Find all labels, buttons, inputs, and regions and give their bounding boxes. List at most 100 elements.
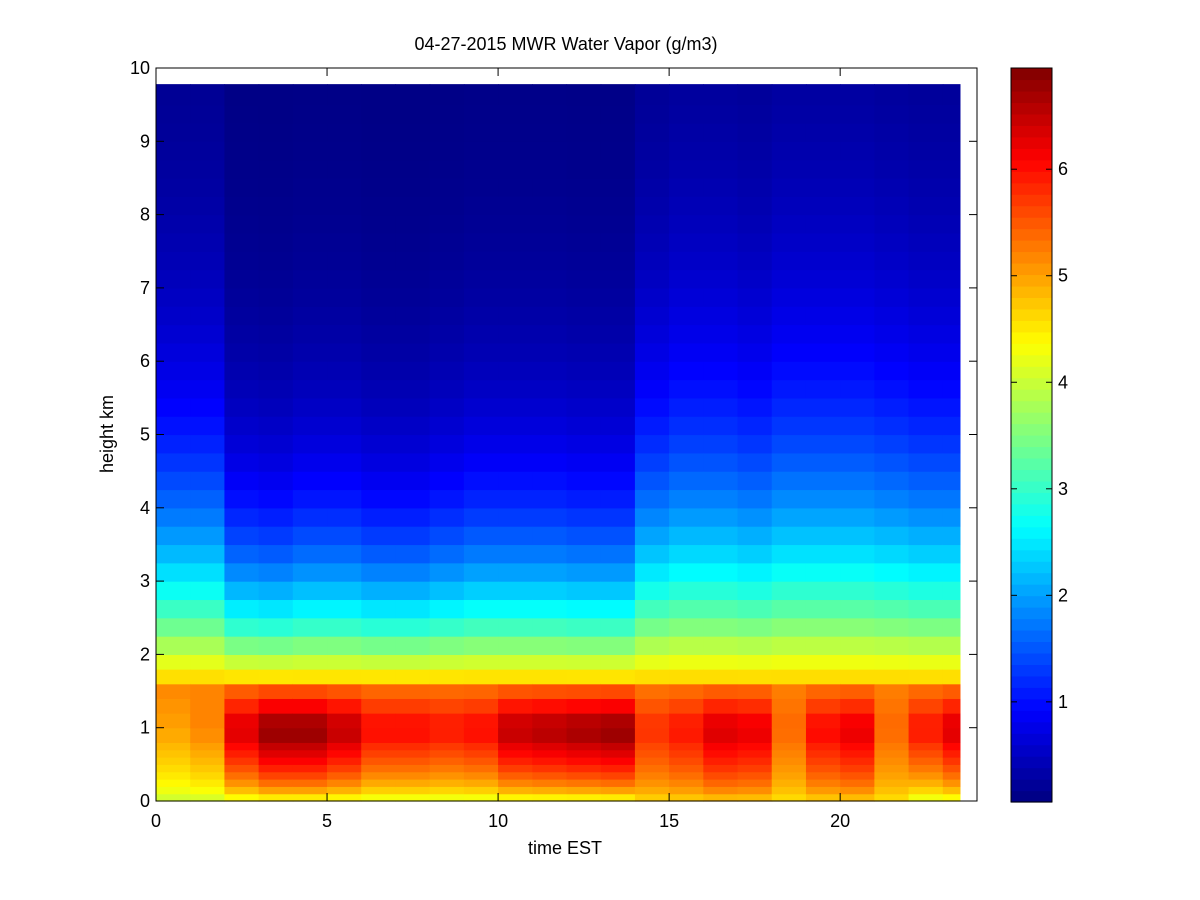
colorbar-tick-label: 5	[1058, 266, 1068, 286]
heatmap-cell	[463, 251, 499, 271]
heatmap-cell	[463, 306, 499, 326]
heatmap-cell	[156, 104, 191, 124]
colorbar-segment	[1011, 79, 1052, 92]
heatmap-cell	[908, 749, 944, 758]
heatmap-cell	[942, 269, 961, 289]
heatmap-cell	[942, 489, 961, 509]
heatmap-cell	[292, 654, 328, 670]
heatmap-cell	[669, 562, 704, 582]
heatmap-cell	[156, 361, 191, 381]
heatmap-cell	[429, 683, 465, 699]
heatmap-cell	[874, 416, 910, 436]
heatmap-cell	[634, 342, 670, 362]
heatmap-cell	[224, 581, 260, 601]
heatmap-cell	[190, 713, 226, 729]
heatmap-cell	[566, 214, 602, 234]
heatmap-cell	[532, 771, 568, 780]
heatmap-cell	[463, 177, 499, 197]
heatmap-cell	[361, 562, 397, 582]
heatmap-cell	[361, 177, 397, 197]
heatmap-cell	[908, 489, 944, 509]
heatmap-cell	[190, 764, 226, 773]
heatmap-cell	[669, 306, 704, 326]
colorbar-segment	[1011, 90, 1052, 104]
heatmap-cell	[532, 727, 568, 743]
heatmap-cell	[942, 416, 961, 436]
heatmap-cell	[258, 251, 294, 271]
heatmap-cell	[566, 562, 602, 582]
heatmap-cell	[737, 287, 773, 307]
heatmap-cell	[942, 232, 961, 252]
heatmap-cell	[190, 727, 226, 743]
heatmap-cell	[703, 654, 739, 670]
heatmap-cell	[292, 526, 328, 546]
heatmap-cell	[498, 177, 533, 197]
y-tick-label: 5	[140, 425, 150, 445]
heatmap-cell	[566, 379, 602, 399]
heatmap-cell	[532, 452, 568, 472]
heatmap-cell	[224, 416, 260, 436]
heatmap-cell	[395, 232, 431, 252]
heatmap-cell	[224, 764, 260, 773]
heatmap-cell	[292, 544, 328, 564]
heatmap-cell	[327, 526, 362, 546]
heatmap-cell	[805, 104, 841, 124]
heatmap-cell	[840, 654, 875, 670]
heatmap-cell	[327, 159, 362, 179]
heatmap-cell	[566, 727, 602, 743]
heatmap-cell	[805, 793, 841, 802]
heatmap-cell	[361, 526, 397, 546]
heatmap-cell	[429, 636, 465, 655]
heatmap-cell	[327, 324, 362, 344]
heatmap-cell	[190, 698, 226, 714]
heatmap-cell	[156, 507, 191, 527]
heatmap-cell	[190, 159, 226, 179]
heatmap-cell	[600, 269, 636, 289]
heatmap-cell	[327, 698, 362, 714]
heatmap-cell	[771, 764, 807, 773]
heatmap-cell	[327, 122, 362, 142]
heatmap-cell	[566, 507, 602, 527]
heatmap-cell	[840, 599, 875, 619]
heatmap-cell	[703, 771, 739, 780]
heatmap-cell	[874, 269, 910, 289]
heatmap-cell	[395, 214, 431, 234]
heatmap-cell	[634, 141, 670, 161]
colorbar-segment	[1011, 240, 1052, 253]
heatmap-cell	[532, 251, 568, 271]
heatmap-cell	[737, 269, 773, 289]
heatmap-cell	[874, 214, 910, 234]
heatmap-cell	[395, 287, 431, 307]
heatmap-cell	[258, 749, 294, 758]
heatmap-cell	[840, 471, 875, 491]
heatmap-cell	[908, 214, 944, 234]
heatmap-cell	[395, 698, 431, 714]
heatmap-cell	[566, 177, 602, 197]
heatmap-cell	[908, 507, 944, 527]
heatmap-cell	[703, 397, 739, 417]
heatmap-cell	[327, 84, 362, 87]
heatmap-cell	[156, 214, 191, 234]
heatmap-cell	[429, 86, 465, 106]
y-axis-label: height km	[97, 395, 117, 473]
heatmap-cell	[703, 544, 739, 564]
heatmap-cell	[429, 489, 465, 509]
x-tick-label: 10	[488, 811, 508, 831]
heatmap-cell	[190, 287, 226, 307]
heatmap-cell	[566, 104, 602, 124]
heatmap-cell	[190, 526, 226, 546]
colorbar-segment	[1011, 710, 1052, 723]
heatmap-cell	[805, 636, 841, 655]
heatmap-cell	[532, 544, 568, 564]
heatmap-cell	[737, 749, 773, 758]
heatmap-cell	[840, 104, 875, 124]
heatmap-cell	[463, 793, 499, 802]
heatmap-cell	[600, 251, 636, 271]
heatmap-cell	[600, 104, 636, 124]
heatmap-cell	[600, 562, 636, 582]
heatmap-cell	[942, 397, 961, 417]
heatmap-cell	[292, 141, 328, 161]
heatmap-cell	[327, 713, 362, 729]
heatmap-cell	[224, 471, 260, 491]
heatmap-cell	[874, 749, 910, 758]
